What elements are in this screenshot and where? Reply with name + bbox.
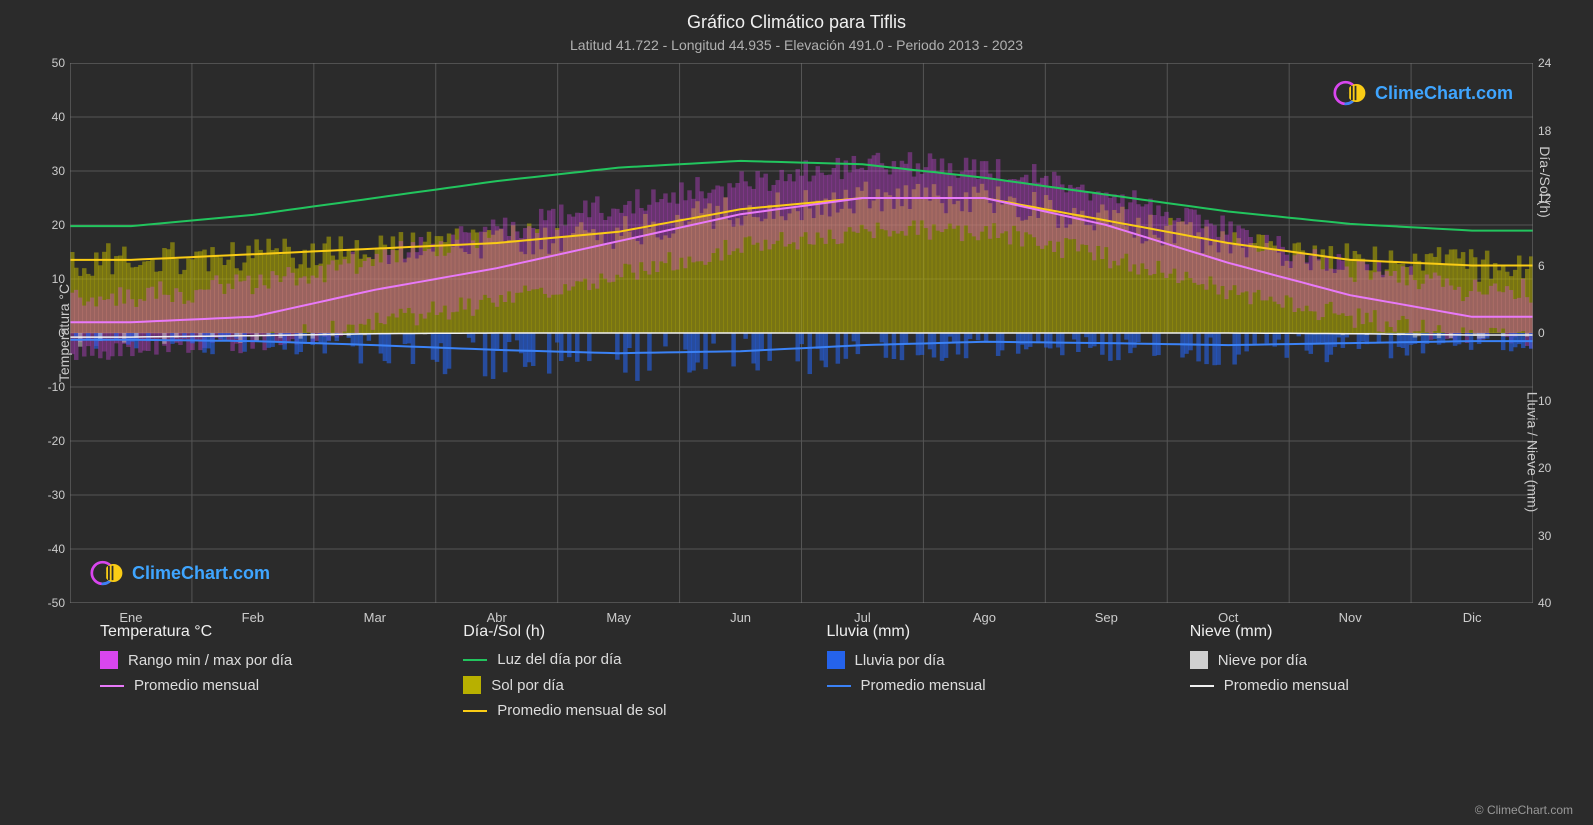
chart-svg bbox=[70, 63, 1533, 603]
month-label: Jul bbox=[802, 610, 924, 625]
legend-temp-mean: Promedio mensual bbox=[100, 677, 423, 694]
legend-snow-mean: Promedio mensual bbox=[1190, 677, 1513, 694]
legend-rain-bars-label: Lluvia por día bbox=[855, 652, 945, 669]
ytick-right-mm: 40 bbox=[1538, 596, 1568, 610]
chart-title: Gráfico Climático para Tiflis bbox=[0, 0, 1593, 33]
legend-snow-bars-label: Nieve por día bbox=[1218, 652, 1307, 669]
legend-temp-range: Rango min / max por día bbox=[100, 651, 423, 669]
month-label: Sep bbox=[1045, 610, 1167, 625]
legend-daysun-header: Día-/Sol (h) bbox=[463, 623, 786, 641]
legend-sun-mean: Promedio mensual de sol bbox=[463, 702, 786, 719]
ytick-left: -40 bbox=[35, 542, 65, 556]
legend: Temperatura °C Rango min / max por día P… bbox=[100, 623, 1513, 727]
x-axis-months: EneFebMarAbrMayJunJulAgoSepOctNovDic bbox=[70, 610, 1533, 625]
legend-rain-mean-label: Promedio mensual bbox=[861, 677, 986, 694]
plot-area: ClimeChart.com ClimeChart.com Temperatur… bbox=[70, 63, 1533, 603]
month-label: Abr bbox=[436, 610, 558, 625]
ytick-right-mm: 20 bbox=[1538, 461, 1568, 475]
legend-rain-header: Lluvia (mm) bbox=[827, 623, 1150, 641]
legend-col-rain: Lluvia (mm) Lluvia por día Promedio mens… bbox=[827, 623, 1150, 727]
month-label: Nov bbox=[1289, 610, 1411, 625]
legend-snow-header: Nieve (mm) bbox=[1190, 623, 1513, 641]
legend-col-daysun: Día-/Sol (h) Luz del día por día Sol por… bbox=[463, 623, 786, 727]
month-label: Dic bbox=[1411, 610, 1533, 625]
legend-rain-mean: Promedio mensual bbox=[827, 677, 1150, 694]
legend-snow-bars: Nieve por día bbox=[1190, 651, 1513, 669]
month-label: Jun bbox=[680, 610, 802, 625]
ytick-left: -10 bbox=[35, 380, 65, 394]
ytick-right-mm: 30 bbox=[1538, 529, 1568, 543]
ytick-left: 50 bbox=[35, 56, 65, 70]
logo-bottom: ClimeChart.com bbox=[90, 555, 270, 591]
swatch-temp-mean bbox=[100, 685, 124, 687]
swatch-rain-bars bbox=[827, 651, 845, 669]
month-label: Oct bbox=[1167, 610, 1289, 625]
ytick-right-hours: 18 bbox=[1538, 124, 1568, 138]
logo-text-top: ClimeChart.com bbox=[1375, 83, 1513, 104]
ytick-right-hours: 24 bbox=[1538, 56, 1568, 70]
swatch-snow-mean bbox=[1190, 685, 1214, 687]
ytick-right-mm: 10 bbox=[1538, 394, 1568, 408]
ytick-left: 30 bbox=[35, 164, 65, 178]
copyright: © ClimeChart.com bbox=[1475, 803, 1573, 817]
y-axis-right-bottom-label: Lluvia / Nieve (mm) bbox=[1525, 392, 1541, 513]
month-label: May bbox=[558, 610, 680, 625]
legend-snow-mean-label: Promedio mensual bbox=[1224, 677, 1349, 694]
swatch-snow-bars bbox=[1190, 651, 1208, 669]
chart-subtitle: Latitud 41.722 - Longitud 44.935 - Eleva… bbox=[0, 33, 1593, 53]
legend-temp-range-label: Rango min / max por día bbox=[128, 652, 292, 669]
legend-temp-header: Temperatura °C bbox=[100, 623, 423, 641]
swatch-sun-mean bbox=[463, 710, 487, 712]
legend-temp-mean-label: Promedio mensual bbox=[134, 677, 259, 694]
ytick-left: 10 bbox=[35, 272, 65, 286]
ytick-left: 20 bbox=[35, 218, 65, 232]
ytick-left: 0 bbox=[35, 326, 65, 340]
swatch-temp-range bbox=[100, 651, 118, 669]
month-label: Mar bbox=[314, 610, 436, 625]
swatch-sun-bars bbox=[463, 676, 481, 694]
legend-col-snow: Nieve (mm) Nieve por día Promedio mensua… bbox=[1190, 623, 1513, 727]
ytick-left: 40 bbox=[35, 110, 65, 124]
legend-daylight: Luz del día por día bbox=[463, 651, 786, 668]
legend-rain-bars: Lluvia por día bbox=[827, 651, 1150, 669]
month-label: Ago bbox=[923, 610, 1045, 625]
ytick-right-hours: 12 bbox=[1538, 191, 1568, 205]
legend-sun-bars-label: Sol por día bbox=[491, 677, 564, 694]
legend-col-temp: Temperatura °C Rango min / max por día P… bbox=[100, 623, 423, 727]
y-axis-right-top-label: Día-/Sol (h) bbox=[1537, 146, 1553, 218]
month-label: Ene bbox=[70, 610, 192, 625]
logo-text-bottom: ClimeChart.com bbox=[132, 563, 270, 584]
logo-icon bbox=[90, 555, 126, 591]
ytick-left: -30 bbox=[35, 488, 65, 502]
month-label: Feb bbox=[192, 610, 314, 625]
ytick-right-hours: 6 bbox=[1538, 259, 1568, 273]
swatch-rain-mean bbox=[827, 685, 851, 687]
ytick-left: -50 bbox=[35, 596, 65, 610]
ytick-right-hours: 0 bbox=[1538, 326, 1568, 340]
swatch-daylight bbox=[463, 659, 487, 661]
legend-daylight-label: Luz del día por día bbox=[497, 651, 621, 668]
legend-sun-mean-label: Promedio mensual de sol bbox=[497, 702, 666, 719]
logo-top: ClimeChart.com bbox=[1333, 75, 1513, 111]
ytick-left: -20 bbox=[35, 434, 65, 448]
legend-sun-bars: Sol por día bbox=[463, 676, 786, 694]
logo-icon bbox=[1333, 75, 1369, 111]
